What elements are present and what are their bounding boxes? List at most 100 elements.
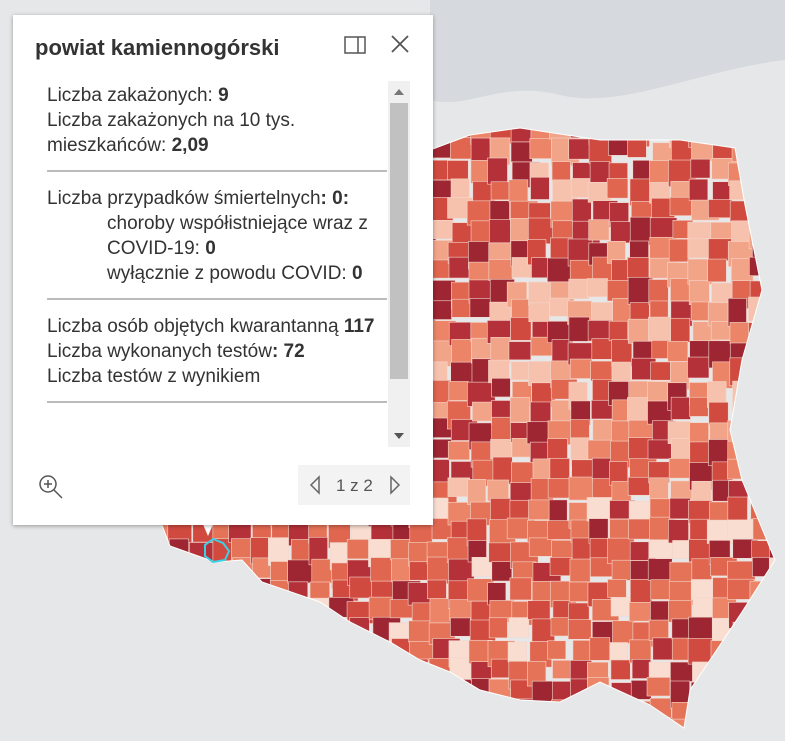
district[interactable] bbox=[610, 659, 631, 680]
district[interactable] bbox=[487, 479, 509, 502]
district[interactable] bbox=[547, 438, 568, 459]
district[interactable] bbox=[668, 238, 690, 263]
district[interactable] bbox=[569, 558, 591, 583]
district[interactable] bbox=[490, 439, 512, 460]
district[interactable] bbox=[591, 338, 613, 360]
district[interactable] bbox=[448, 381, 469, 401]
district[interactable] bbox=[549, 297, 570, 317]
district[interactable] bbox=[607, 579, 627, 598]
district[interactable] bbox=[488, 259, 513, 281]
district[interactable] bbox=[490, 337, 511, 364]
district[interactable] bbox=[586, 278, 608, 298]
district[interactable] bbox=[650, 600, 669, 622]
district[interactable] bbox=[488, 542, 513, 563]
district[interactable] bbox=[588, 219, 610, 241]
district[interactable] bbox=[567, 619, 592, 640]
district[interactable] bbox=[727, 519, 755, 539]
district[interactable] bbox=[707, 258, 727, 283]
district[interactable] bbox=[287, 559, 313, 584]
district[interactable] bbox=[450, 178, 470, 199]
next-button[interactable] bbox=[388, 475, 402, 495]
district[interactable] bbox=[549, 557, 573, 576]
district[interactable] bbox=[568, 278, 590, 300]
district[interactable] bbox=[648, 539, 673, 559]
district[interactable] bbox=[447, 441, 470, 461]
district[interactable] bbox=[509, 397, 530, 423]
prev-button[interactable] bbox=[308, 475, 322, 495]
district[interactable] bbox=[630, 578, 653, 607]
district[interactable] bbox=[708, 199, 733, 219]
district[interactable] bbox=[667, 341, 689, 362]
district[interactable] bbox=[508, 341, 532, 361]
district[interactable] bbox=[668, 519, 689, 544]
district[interactable] bbox=[606, 280, 629, 302]
district[interactable] bbox=[487, 157, 508, 185]
district[interactable] bbox=[447, 477, 471, 497]
district[interactable] bbox=[491, 561, 513, 582]
district[interactable] bbox=[668, 458, 692, 479]
district[interactable] bbox=[552, 660, 573, 679]
district[interactable] bbox=[669, 561, 694, 585]
district[interactable] bbox=[508, 617, 530, 638]
district[interactable] bbox=[527, 600, 551, 620]
district[interactable] bbox=[491, 377, 511, 398]
district[interactable] bbox=[688, 616, 714, 640]
district[interactable] bbox=[669, 497, 691, 520]
district[interactable] bbox=[631, 659, 652, 679]
district[interactable] bbox=[627, 397, 649, 422]
district[interactable] bbox=[586, 497, 613, 522]
district[interactable] bbox=[510, 317, 532, 341]
district[interactable] bbox=[528, 302, 550, 322]
district[interactable] bbox=[450, 617, 471, 637]
district[interactable] bbox=[488, 219, 512, 244]
district[interactable] bbox=[727, 298, 747, 327]
district[interactable] bbox=[690, 158, 711, 179]
district[interactable] bbox=[689, 396, 709, 417]
district[interactable] bbox=[568, 476, 595, 501]
district[interactable] bbox=[627, 257, 650, 279]
district[interactable] bbox=[687, 356, 710, 379]
district[interactable] bbox=[646, 677, 671, 697]
district[interactable] bbox=[370, 557, 394, 582]
district[interactable] bbox=[530, 176, 550, 200]
district[interactable] bbox=[508, 179, 529, 203]
close-button[interactable] bbox=[389, 33, 411, 55]
district[interactable] bbox=[468, 261, 490, 282]
district[interactable] bbox=[509, 577, 532, 601]
district[interactable] bbox=[650, 579, 671, 600]
district[interactable] bbox=[687, 238, 711, 259]
district[interactable] bbox=[490, 181, 510, 201]
district[interactable] bbox=[649, 160, 670, 184]
district[interactable] bbox=[648, 619, 669, 641]
district[interactable] bbox=[467, 479, 487, 506]
district[interactable] bbox=[608, 320, 629, 342]
district[interactable] bbox=[427, 579, 447, 600]
district[interactable] bbox=[649, 477, 669, 503]
district[interactable] bbox=[507, 641, 527, 663]
district[interactable] bbox=[648, 316, 675, 342]
district[interactable] bbox=[690, 579, 716, 600]
district[interactable] bbox=[346, 539, 371, 560]
district[interactable] bbox=[627, 476, 651, 496]
district[interactable] bbox=[349, 576, 374, 599]
district[interactable] bbox=[727, 560, 756, 581]
district[interactable] bbox=[447, 160, 469, 181]
district[interactable] bbox=[708, 401, 729, 426]
district[interactable] bbox=[506, 517, 531, 540]
district[interactable] bbox=[727, 496, 748, 524]
district[interactable] bbox=[470, 220, 492, 245]
district[interactable] bbox=[606, 178, 629, 199]
scroll-thumb[interactable] bbox=[390, 103, 408, 379]
district[interactable] bbox=[589, 637, 611, 661]
district[interactable] bbox=[691, 558, 712, 580]
district[interactable] bbox=[510, 141, 533, 163]
district[interactable] bbox=[510, 361, 530, 381]
district[interactable] bbox=[528, 537, 554, 557]
district[interactable] bbox=[688, 280, 710, 305]
district[interactable] bbox=[647, 558, 673, 581]
district[interactable] bbox=[627, 138, 647, 158]
district[interactable] bbox=[451, 339, 473, 364]
dock-button[interactable] bbox=[343, 35, 367, 55]
district[interactable] bbox=[547, 640, 567, 660]
scrollbar[interactable] bbox=[388, 81, 410, 447]
